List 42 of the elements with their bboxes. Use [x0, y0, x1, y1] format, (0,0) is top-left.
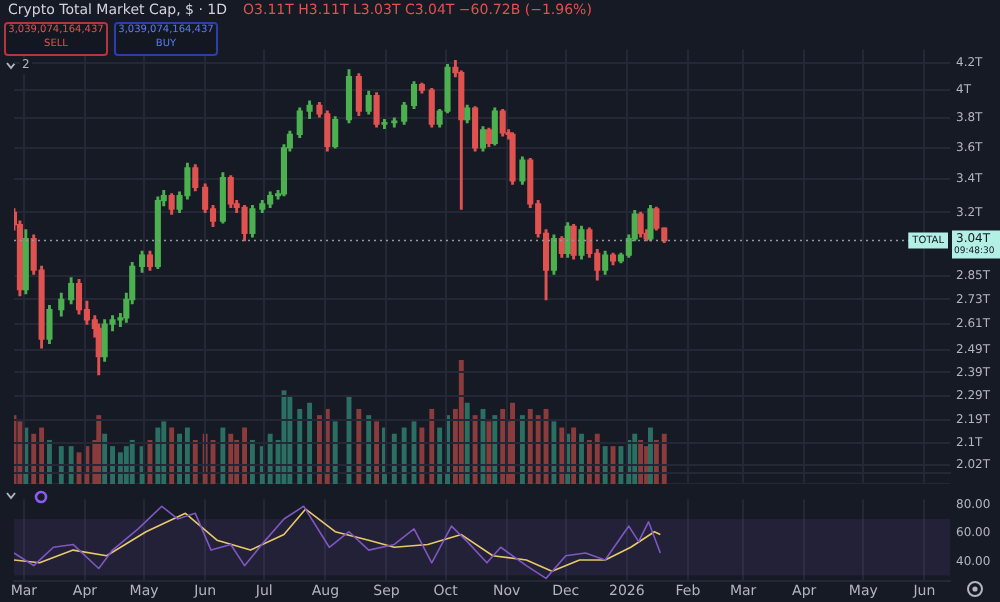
- bar: [464, 402, 470, 484]
- bar: [17, 421, 23, 484]
- bar: [543, 408, 549, 484]
- bar: [602, 446, 608, 484]
- bar: [332, 421, 338, 484]
- bar: [429, 408, 435, 484]
- bar: [472, 415, 478, 484]
- bar: [184, 427, 190, 484]
- bar: [510, 402, 515, 484]
- bar: [492, 415, 498, 484]
- bar: [96, 415, 102, 484]
- bar: [500, 408, 506, 484]
- bar: [648, 427, 653, 484]
- bar: [519, 415, 525, 484]
- bar: [307, 402, 313, 484]
- bar: [161, 421, 167, 484]
- bar: [220, 427, 226, 484]
- bar: [618, 446, 624, 484]
- bar: [486, 421, 492, 484]
- bar: [535, 415, 541, 484]
- bar: [58, 446, 64, 484]
- bar: [169, 427, 175, 484]
- bar: [68, 446, 74, 484]
- bar: [559, 427, 565, 484]
- bar: [117, 452, 123, 484]
- bar: [571, 427, 577, 484]
- bar: [610, 446, 616, 484]
- bar: [39, 427, 45, 484]
- bar: [155, 427, 161, 484]
- bar: [316, 415, 322, 484]
- bar: [123, 446, 129, 484]
- bar: [551, 421, 557, 484]
- bar: [527, 408, 533, 484]
- bar: [366, 415, 372, 484]
- bar: [401, 427, 407, 484]
- bar: [374, 421, 380, 484]
- bar: [419, 427, 425, 484]
- bar: [287, 396, 293, 484]
- bar: [458, 360, 464, 484]
- bar: [356, 408, 362, 484]
- bar: [297, 408, 303, 484]
- bar: [242, 427, 248, 484]
